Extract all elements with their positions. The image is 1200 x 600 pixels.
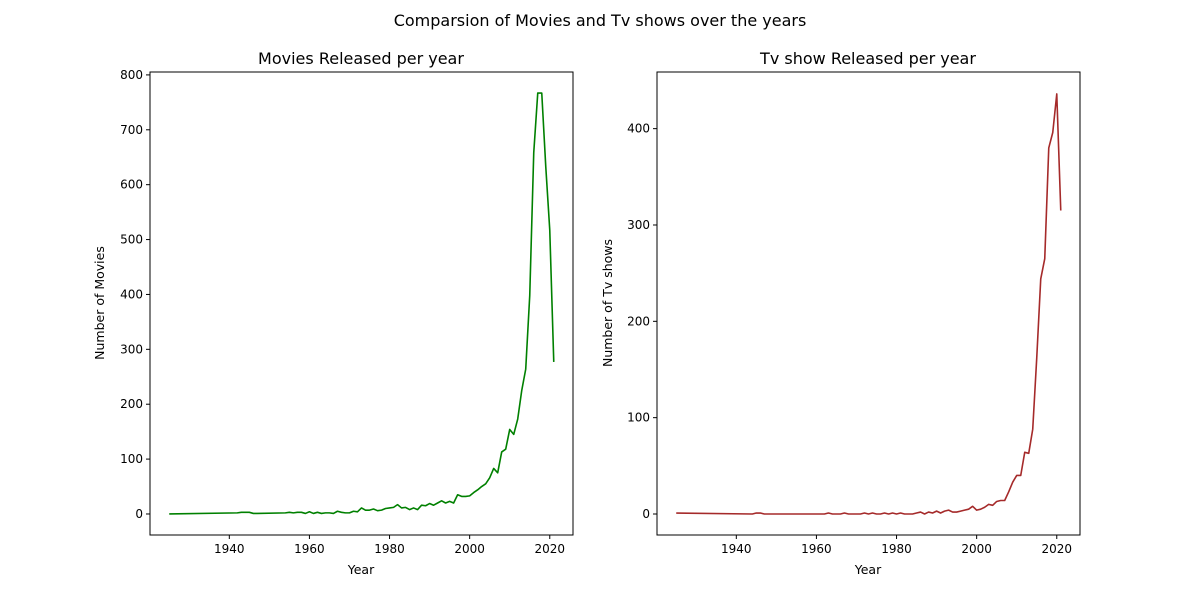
movies-chart-plot-area — [169, 92, 555, 515]
tv-shows-chart-y-tick-label: 400 — [627, 122, 650, 136]
movies-chart-y-tick-label: 200 — [120, 397, 143, 411]
movies-chart-x-tick-label: 2020 — [534, 542, 565, 556]
tv-shows-chart-plot-area — [676, 93, 1062, 515]
movies-chart-ticks: 1940 1960 1980 2000 2020 0 100 200 300 400 500 600 7… — [120, 68, 565, 556]
tv-shows-chart-y-tick-label: 0 — [642, 507, 650, 521]
movies-chart-axes-frame — [149, 71, 574, 536]
movies-chart-series-line — [169, 92, 555, 515]
movies-chart-y-tick-label: 600 — [120, 178, 143, 192]
movies-chart-xlabel: Year — [347, 562, 375, 577]
tv-shows-chart-ticks: 1940 1960 1980 2000 2020 0 100 200 300 400 — [627, 122, 1072, 556]
movies-chart-x-tick-label: 1980 — [374, 542, 405, 556]
tv-shows-chart-xlabel: Year — [854, 562, 882, 577]
tv-shows-chart-x-tick-label: 1960 — [801, 542, 832, 556]
movies-chart-x-tick-label: 1940 — [214, 542, 245, 556]
figure-suptitle: Comparsion of Movies and Tv shows over t… — [394, 11, 807, 30]
tv-shows-chart-y-tick-label: 100 — [627, 411, 650, 425]
movies-chart-y-tick-label: 100 — [120, 452, 143, 466]
movies-chart-ylabel: Number of Movies — [92, 246, 107, 360]
tv-shows-chart-title: Tv show Released per year — [759, 49, 976, 68]
tv-shows-chart-series-line — [676, 93, 1062, 515]
tv-shows-chart-ylabel: Number of Tv shows — [600, 239, 615, 367]
tv-shows-chart-panel: Tv show Released per year Year Number of… — [600, 49, 1081, 577]
movies-chart-y-tick-label: 700 — [120, 123, 143, 137]
movies-chart-title: Movies Released per year — [258, 49, 464, 68]
tv-shows-chart-axes-frame — [656, 71, 1081, 536]
tv-shows-chart-y-tick-label: 200 — [627, 314, 650, 328]
tv-shows-chart-y-tick-label: 300 — [627, 218, 650, 232]
movies-chart-y-tick-label: 500 — [120, 233, 143, 247]
tv-shows-chart-x-tick-label: 2000 — [961, 542, 992, 556]
tv-shows-chart-x-tick-label: 1980 — [881, 542, 912, 556]
movies-chart-y-tick-label: 800 — [120, 68, 143, 82]
movies-chart-panel: Movies Released per year Year Number of … — [92, 49, 574, 577]
movies-chart-y-tick-label: 0 — [135, 507, 143, 521]
movies-chart-y-tick-label: 400 — [120, 287, 143, 301]
tv-shows-chart-x-tick-label: 2020 — [1041, 542, 1072, 556]
movies-chart-y-tick-label: 300 — [120, 342, 143, 356]
movies-chart-x-tick-label: 2000 — [454, 542, 485, 556]
movies-chart-x-tick-label: 1960 — [294, 542, 325, 556]
tv-shows-chart-x-tick-label: 1940 — [721, 542, 752, 556]
